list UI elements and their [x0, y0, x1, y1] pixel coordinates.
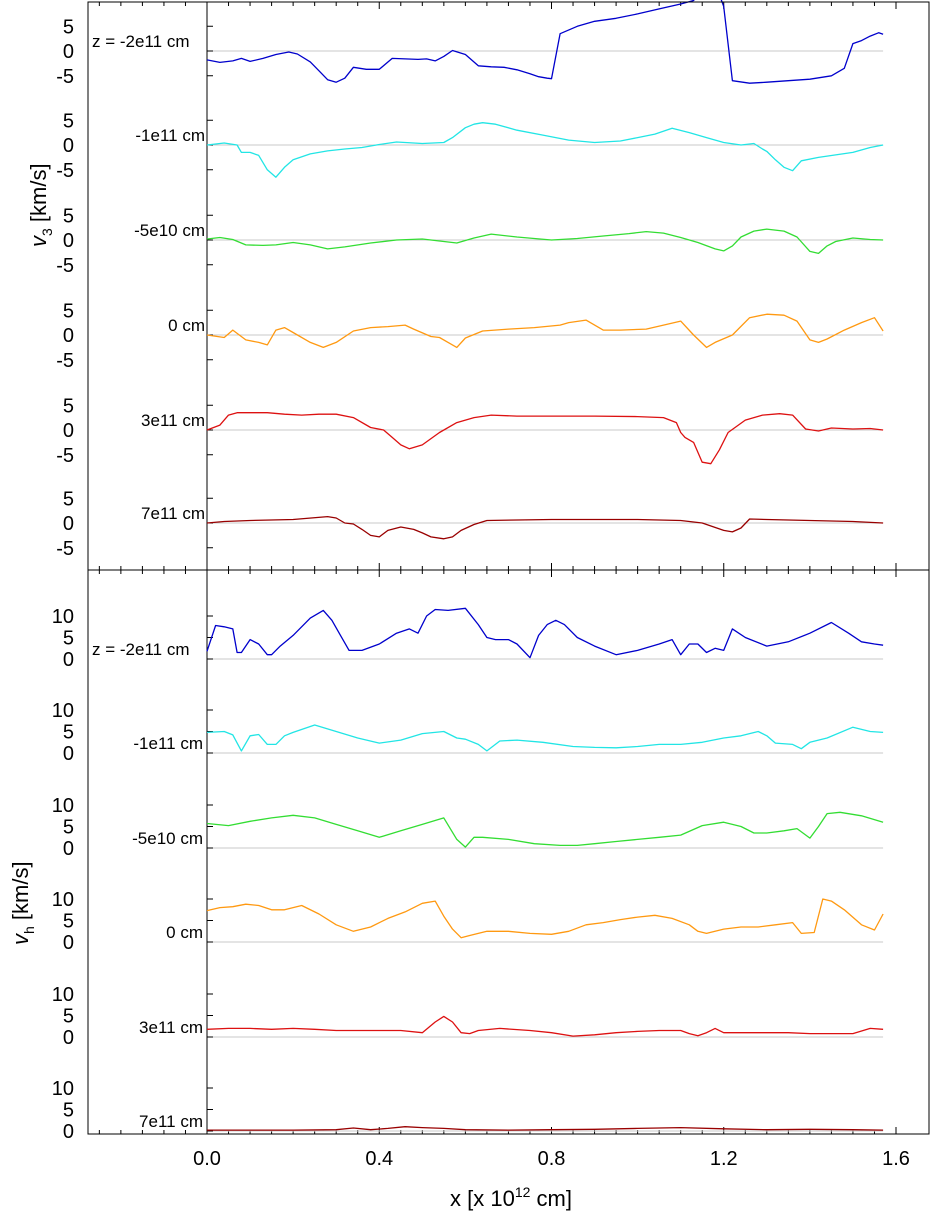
x-tick-label: 0.0	[193, 1148, 221, 1170]
series-line	[206, 228, 884, 255]
series-label: -1e11 cm	[133, 734, 203, 753]
y-tick-label: 5	[63, 16, 74, 38]
series-line	[206, 0, 884, 84]
y-tick-label: 0	[63, 743, 74, 765]
x-tick-label: 1.6	[882, 1148, 910, 1170]
y-tick-label: 0	[63, 513, 74, 535]
y-tick-label: 10	[52, 889, 74, 911]
y-tick-label: 10	[52, 700, 74, 722]
series-label: 0 cm	[166, 923, 203, 942]
y-tick-label: 0	[63, 1027, 74, 1049]
y-tick-label: 5	[63, 1006, 74, 1028]
series-line	[206, 313, 884, 349]
y-tick-label: 5	[63, 205, 74, 227]
x-axis-label: x [x 1012 cm]	[450, 1184, 572, 1211]
y-tick-label: 0	[63, 932, 74, 954]
y-axis-label-top-unit: [km/s]	[26, 163, 51, 228]
series-label: 7e11 cm	[141, 504, 205, 523]
series-label: z = -2e11 cm	[92, 32, 189, 51]
x-axis-label-main: x [x 10	[450, 1186, 515, 1211]
y-tick-label: 5	[63, 300, 74, 322]
y-tick-label: 5	[63, 488, 74, 510]
plot-frame	[87, 1, 930, 1135]
y-axis-label-bottom: vh [km/s]	[8, 861, 37, 945]
shared-x-axis: 0.0 0.4 0.8 1.2 1.6	[87, 1, 930, 1170]
y-tick-label: -5	[56, 66, 74, 88]
x-tick-label: 0.8	[538, 1148, 566, 1170]
y-tick-label: 5	[63, 1100, 74, 1122]
series-line	[206, 724, 884, 752]
series-line	[206, 1015, 884, 1037]
y-tick-label: 0	[63, 325, 74, 347]
y-tick-label: 10	[52, 606, 74, 628]
y-tick-label: 10	[52, 1078, 74, 1100]
series-line	[206, 898, 884, 939]
series-label: -1e11 cm	[135, 126, 205, 145]
y-tick-label: 5	[63, 110, 74, 132]
x-tick-label: 1.2	[710, 1148, 738, 1170]
y-tick-label: 0	[63, 1121, 74, 1143]
series-label: 7e11 cm	[139, 1112, 203, 1131]
series-line	[206, 515, 884, 540]
y-axis-label-top-sub: 3	[39, 228, 55, 236]
y-tick-label: 0	[63, 135, 74, 157]
y-tick-label: 5	[63, 722, 74, 744]
series-line	[206, 412, 884, 465]
y-tick-label: 0	[63, 230, 74, 252]
series-line	[206, 607, 884, 659]
y-tick-label: 5	[63, 817, 74, 839]
y-axis-label-top: v3 [km/s]	[26, 163, 55, 247]
y-tick-label: 10	[52, 984, 74, 1006]
y-axis-label-bottom-main: v	[8, 932, 33, 945]
y-axis-label-bottom-sub: h	[21, 926, 37, 934]
series-label: z = -2e11 cm	[92, 640, 189, 659]
series-line	[207, 1126, 884, 1131]
x-axis-label-tail: cm]	[530, 1186, 572, 1211]
series-line	[206, 122, 884, 178]
y-axis-label-top-main: v	[26, 234, 51, 247]
series-label: 0 cm	[168, 316, 205, 335]
chart-panel-top: 5 0 -5 z = -2e11 cm 5 0 -5 -1e11 cm 5 0 -5 -5e10 cm…	[56, 0, 897, 570]
y-tick-label: -5	[56, 445, 74, 467]
y-tick-label: -5	[56, 160, 74, 182]
y-tick-label: -5	[56, 255, 74, 277]
y-tick-label: 0	[63, 649, 74, 671]
y-tick-label: -5	[56, 538, 74, 560]
y-tick-label: 5	[63, 628, 74, 650]
y-tick-label: 5	[63, 395, 74, 417]
y-tick-label: 0	[63, 420, 74, 442]
y-tick-label: -5	[56, 350, 74, 372]
y-axis-label-bottom-unit: [km/s]	[8, 861, 33, 926]
y-tick-label: 0	[63, 838, 74, 860]
series-line	[206, 811, 884, 848]
x-tick-label: 0.4	[365, 1148, 393, 1170]
y-tick-label: 0	[63, 41, 74, 63]
series-label: -5e10 cm	[132, 829, 203, 848]
x-axis-label-exponent: 12	[515, 1184, 531, 1200]
y-tick-label: 10	[52, 795, 74, 817]
series-label: 3e11 cm	[141, 411, 205, 430]
series-label: 3e11 cm	[139, 1018, 203, 1037]
series-label: -5e10 cm	[134, 221, 205, 240]
y-tick-label: 5	[63, 911, 74, 933]
